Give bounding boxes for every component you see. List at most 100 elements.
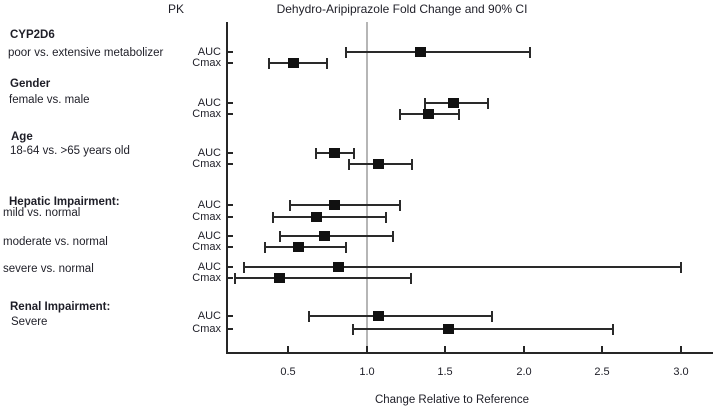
row-tick [228, 152, 233, 154]
ci-cap-right [458, 109, 460, 120]
pk-row-label: AUC [197, 230, 221, 242]
ci-line [346, 51, 530, 53]
point-estimate-marker [288, 58, 299, 68]
row-tick [228, 62, 233, 64]
x-tick-label: 0.5 [280, 366, 296, 378]
group-heading: CYP2D6 [10, 29, 55, 41]
pk-row-label: AUC [197, 261, 221, 273]
x-tick-label: 3.0 [673, 366, 689, 378]
pk-row-label: AUC [197, 147, 221, 159]
ci-line [265, 246, 347, 248]
x-axis-label: Change Relative to Reference [374, 394, 530, 406]
point-estimate-marker [274, 273, 285, 283]
group-subheading: Severe [11, 316, 48, 328]
point-estimate-marker [423, 109, 434, 119]
ci-cap-left [424, 98, 426, 109]
ci-cap-left [264, 242, 266, 253]
point-estimate-marker [329, 200, 340, 210]
point-estimate-marker [373, 159, 384, 169]
pk-row-label: AUC [197, 97, 221, 109]
x-tick-label: 2.0 [516, 366, 532, 378]
pk-row-label: Cmax [192, 108, 221, 120]
row-tick [228, 216, 233, 218]
group-heading: Renal Impairment: [10, 301, 111, 313]
pk-row-label: AUC [197, 310, 221, 322]
group-subheading: 18-64 vs. >65 years old [10, 145, 130, 157]
ci-cap-left [234, 273, 236, 284]
x-axis-line [226, 352, 713, 354]
x-tick [601, 346, 603, 352]
x-tick [366, 346, 368, 352]
row-tick [228, 204, 233, 206]
ci-line [244, 266, 680, 268]
x-tick-label: 2.5 [594, 366, 610, 378]
x-tick-label: 1.0 [359, 366, 375, 378]
ci-cap-right [491, 311, 493, 322]
row-tick [228, 266, 233, 268]
ci-line [290, 204, 400, 206]
x-tick-label: 1.5 [437, 366, 453, 378]
group-heading: Gender [10, 78, 51, 90]
row-tick [228, 277, 233, 279]
group-subheading: mild vs. normal [3, 207, 81, 219]
x-tick [444, 346, 446, 352]
row-tick [228, 246, 233, 248]
point-estimate-marker [319, 231, 330, 241]
ci-cap-right [353, 148, 355, 159]
ci-cap-left [268, 58, 270, 69]
group-heading: Hepatic Impairment: [9, 196, 120, 208]
row-tick [228, 113, 233, 115]
ci-cap-right [399, 200, 401, 211]
pk-row-label: AUC [197, 46, 221, 58]
ci-line [353, 328, 614, 330]
row-tick [228, 315, 233, 317]
point-estimate-marker [333, 262, 344, 272]
ci-cap-right [612, 324, 614, 335]
group-subheading: female vs. male [9, 94, 90, 106]
pk-row-label: Cmax [192, 57, 221, 69]
row-tick [228, 235, 233, 237]
ci-cap-left [399, 109, 401, 120]
ci-cap-left [345, 47, 347, 58]
ci-cap-left [315, 148, 317, 159]
chart-title: Dehydro-Aripiprazole Fold Change and 90%… [276, 2, 528, 16]
ci-cap-right [411, 159, 413, 170]
group-heading: Age [11, 131, 33, 143]
pk-row-label: Cmax [192, 158, 221, 170]
ci-cap-left [348, 159, 350, 170]
pk-row-label: Cmax [192, 241, 221, 253]
ci-cap-right [529, 47, 531, 58]
pk-row-label: Cmax [192, 323, 221, 335]
pk-column-header: PK [167, 2, 184, 16]
point-estimate-marker [311, 212, 322, 222]
ci-cap-right [487, 98, 489, 109]
x-tick [523, 346, 525, 352]
ci-cap-left [243, 262, 245, 273]
ci-cap-right [385, 212, 387, 223]
ci-cap-right [326, 58, 328, 69]
point-estimate-marker [293, 242, 304, 252]
pk-row-label: Cmax [192, 211, 221, 223]
ci-line [309, 315, 493, 317]
ci-line [280, 235, 393, 237]
ci-cap-right [345, 242, 347, 253]
group-subheading: severe vs. normal [3, 263, 94, 275]
point-estimate-marker [443, 324, 454, 334]
ci-cap-right [410, 273, 412, 284]
x-tick [287, 346, 289, 352]
ci-cap-right [392, 231, 394, 242]
ci-cap-left [279, 231, 281, 242]
x-tick [680, 346, 682, 352]
reference-line [366, 22, 368, 352]
ci-cap-left [308, 311, 310, 322]
row-tick [228, 328, 233, 330]
group-subheading: poor vs. extensive metabolizer [8, 47, 164, 59]
row-tick [228, 102, 233, 104]
ci-line [235, 277, 411, 279]
point-estimate-marker [415, 47, 426, 57]
ci-cap-left [352, 324, 354, 335]
y-axis-line [226, 22, 228, 354]
row-tick [228, 163, 233, 165]
